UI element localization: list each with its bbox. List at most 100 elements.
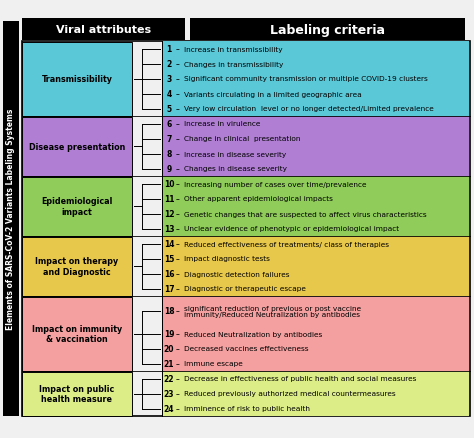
Bar (190, 19, 465, 41)
Bar (162, 42, 470, 57)
Text: –: – (176, 120, 180, 129)
Text: 23: 23 (164, 389, 174, 398)
Text: Epidemiological
impact: Epidemiological impact (41, 197, 113, 216)
Bar (162, 282, 470, 296)
Bar (22, 177, 132, 236)
Text: –: – (176, 194, 180, 204)
Bar (162, 297, 470, 326)
Text: –: – (176, 240, 180, 248)
Text: Transmissibility: Transmissibility (42, 75, 112, 84)
Text: Diagnostic detection failures: Diagnostic detection failures (184, 271, 290, 277)
Text: Change in clinical  presentation: Change in clinical presentation (184, 136, 301, 142)
Text: –: – (176, 165, 180, 173)
Text: 16: 16 (164, 269, 174, 279)
Text: Disease presentation: Disease presentation (29, 142, 125, 151)
Text: 21: 21 (164, 359, 174, 368)
Text: –: – (176, 135, 180, 144)
Text: Reduced previously authorized medical countermeasures: Reduced previously authorized medical co… (184, 391, 396, 396)
Text: Genetic changes that are suspected to affect virus characteristics: Genetic changes that are suspected to af… (184, 211, 427, 217)
Bar (22, 42, 470, 416)
Text: Immune escape: Immune escape (184, 360, 243, 367)
Bar (162, 252, 470, 266)
Text: Increase in transmissibility: Increase in transmissibility (184, 46, 283, 53)
Text: Changes in transmissibility: Changes in transmissibility (184, 61, 283, 67)
Bar (162, 72, 470, 86)
Text: 1: 1 (166, 45, 172, 54)
Text: Impact on public
health measure: Impact on public health measure (39, 384, 115, 403)
Text: –: – (176, 60, 180, 69)
Text: 24: 24 (164, 404, 174, 413)
Text: 13: 13 (164, 225, 174, 233)
Text: Labeling criteria: Labeling criteria (270, 24, 385, 36)
Text: Impact on therapy
and Diagnostic: Impact on therapy and Diagnostic (36, 257, 118, 276)
Text: Significant community transmission or multiple COVID-19 clusters: Significant community transmission or mu… (184, 76, 428, 82)
Text: 14: 14 (164, 240, 174, 248)
Bar (162, 401, 470, 416)
Text: 6: 6 (166, 120, 172, 129)
Text: –: – (176, 374, 180, 383)
Text: –: – (176, 105, 180, 114)
Text: Increasing number of cases over time/prevalence: Increasing number of cases over time/pre… (184, 181, 366, 187)
Text: 10: 10 (164, 180, 174, 189)
Bar (3, 22, 19, 416)
Text: significant reduction of previous or post vaccine
immunity/Reduced Neutralizatio: significant reduction of previous or pos… (184, 305, 361, 318)
Text: Other apparent epidemiological impacts: Other apparent epidemiological impacts (184, 196, 333, 202)
Text: Decrease in effectiveness of public health and social measures: Decrease in effectiveness of public heal… (184, 376, 416, 381)
Text: –: – (176, 45, 180, 54)
Text: 18: 18 (164, 307, 174, 316)
Bar (162, 117, 470, 131)
Text: Impact on immunity
& vaccination: Impact on immunity & vaccination (32, 324, 122, 343)
Text: –: – (176, 329, 180, 338)
Text: –: – (176, 359, 180, 368)
Bar (162, 357, 470, 371)
Bar (22, 42, 132, 116)
Bar (162, 207, 470, 221)
Text: 22: 22 (164, 374, 174, 383)
Text: Viral attributes: Viral attributes (56, 25, 151, 35)
Bar (162, 267, 470, 281)
Text: Very low circulation  level or no longer detected/Limited prevalence: Very low circulation level or no longer … (184, 106, 434, 112)
Bar (22, 19, 185, 41)
Bar (162, 147, 470, 161)
Bar (162, 162, 470, 177)
Text: Decreased vaccines effectiveness: Decreased vaccines effectiveness (184, 346, 309, 352)
Text: 17: 17 (164, 284, 174, 293)
Text: 3: 3 (166, 75, 172, 84)
Text: Impact diagnostic tests: Impact diagnostic tests (184, 256, 270, 262)
Text: Reduced effectiveness of treatments/ class of therapies: Reduced effectiveness of treatments/ cla… (184, 241, 389, 247)
Text: –: – (176, 225, 180, 233)
Text: 8: 8 (166, 150, 172, 159)
Text: –: – (176, 209, 180, 219)
Bar (162, 237, 470, 251)
Bar (162, 222, 470, 236)
Bar (162, 102, 470, 117)
Bar (22, 297, 132, 371)
Text: Unclear evidence of phenotypic or epidemiological impact: Unclear evidence of phenotypic or epidem… (184, 226, 399, 232)
Bar (162, 386, 470, 401)
Text: 19: 19 (164, 329, 174, 338)
Bar (162, 371, 470, 386)
Bar (162, 177, 470, 191)
Bar (162, 327, 470, 341)
Text: –: – (176, 404, 180, 413)
Text: Diagnostic or therapeutic escape: Diagnostic or therapeutic escape (184, 286, 306, 292)
Text: 4: 4 (166, 90, 172, 99)
Text: –: – (176, 307, 180, 316)
Bar (22, 372, 132, 416)
Text: –: – (176, 75, 180, 84)
Bar (22, 237, 132, 296)
Text: 9: 9 (166, 165, 172, 173)
Text: Increase in disease severity: Increase in disease severity (184, 151, 286, 157)
Bar (162, 342, 470, 356)
Text: 11: 11 (164, 194, 174, 204)
Text: –: – (176, 269, 180, 279)
Bar (162, 132, 470, 146)
Text: –: – (176, 90, 180, 99)
Bar (162, 192, 470, 206)
Text: 20: 20 (164, 344, 174, 353)
Text: Changes in disease severity: Changes in disease severity (184, 166, 287, 172)
Text: Imminence of risk to public health: Imminence of risk to public health (184, 406, 310, 412)
Text: 12: 12 (164, 209, 174, 219)
Bar (22, 117, 132, 176)
Text: –: – (176, 254, 180, 263)
